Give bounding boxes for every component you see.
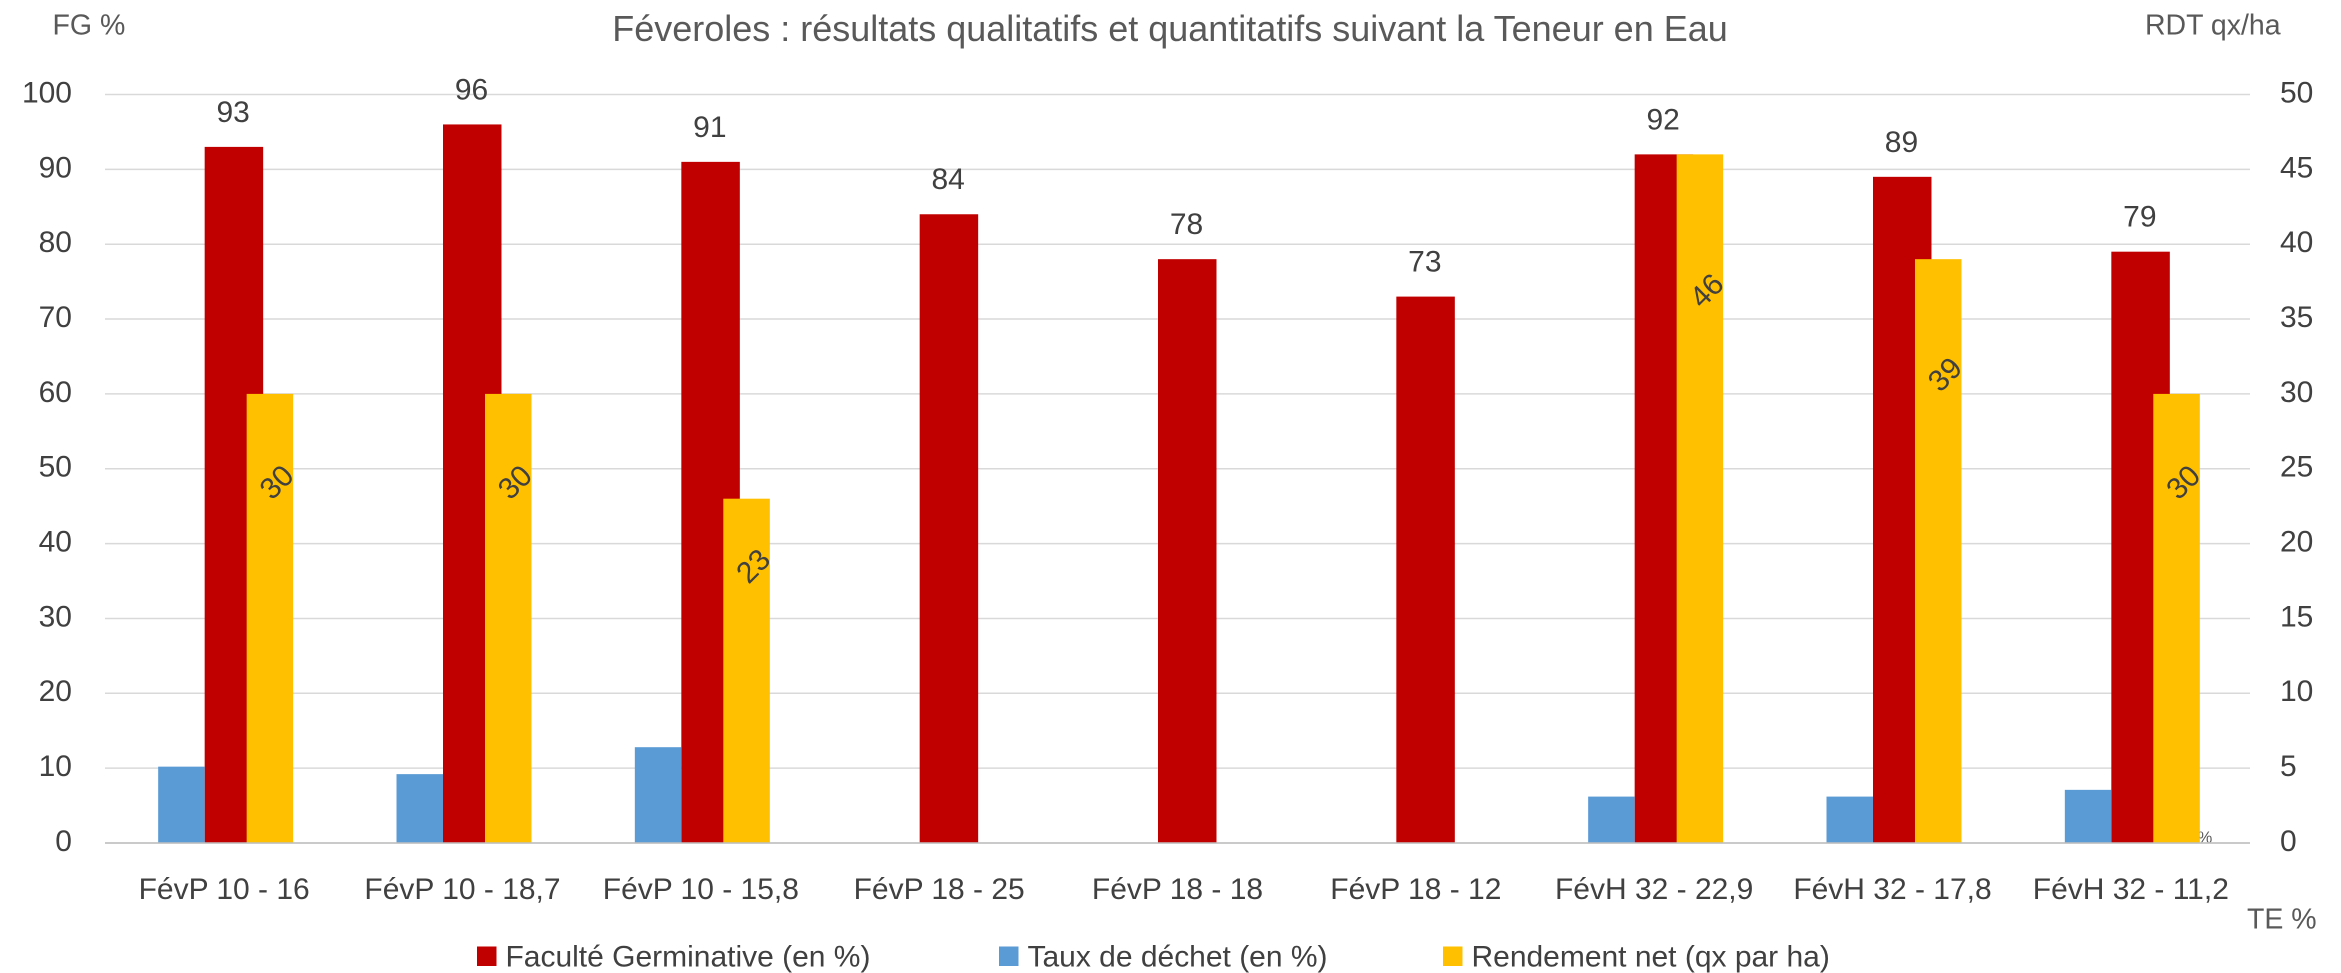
- y2-tick-label: 45: [2280, 151, 2313, 184]
- bar: [919, 214, 979, 843]
- bar: [1676, 154, 1724, 843]
- x-tick-label: FévP 18 - 25: [854, 873, 1025, 906]
- y-tick-label: 70: [39, 301, 72, 334]
- legend-label: Taux de déchet (en %): [1027, 940, 1327, 973]
- legend-label: Rendement net (qx par ha): [1471, 940, 1829, 973]
- y-tick-label: 100: [22, 76, 72, 109]
- y2-tick-label: 35: [2280, 301, 2313, 334]
- y-tick-label: 30: [39, 600, 72, 633]
- bar: [1157, 259, 1217, 843]
- x-tick-label: FévP 10 - 16: [139, 873, 310, 906]
- bar: [485, 393, 532, 843]
- bar: [1396, 296, 1455, 843]
- data-label: 91: [693, 111, 726, 144]
- y2-tick-label: 0: [2280, 825, 2297, 858]
- y2-tick-label: 10: [2280, 675, 2313, 708]
- x-tick-label: FévH 32 - 11,2: [2033, 873, 2229, 906]
- data-label: 89: [1885, 126, 1918, 159]
- y-tick-label: 20: [39, 675, 72, 708]
- y2-axis-title: RDT qx/ha: [2145, 10, 2281, 42]
- y2-tick-label: 20: [2280, 526, 2313, 559]
- bar: [1914, 259, 1962, 843]
- y2-tick-label: 15: [2280, 600, 2313, 633]
- data-label: 96: [455, 73, 488, 106]
- y2-tick-label: 5: [2280, 750, 2297, 783]
- data-label: 78: [1170, 208, 1203, 241]
- y2-tick-label: 40: [2280, 226, 2313, 259]
- data-label: 84: [931, 163, 964, 196]
- legend-swatch: [477, 946, 497, 966]
- y-tick-label: 50: [39, 451, 72, 484]
- y2-tick-label: 50: [2280, 76, 2313, 109]
- y-tick-label: 40: [39, 526, 72, 559]
- y-tick-label: 60: [39, 376, 72, 409]
- bar: [1826, 796, 1873, 843]
- x-tick-label: FévP 18 - 12: [1330, 873, 1501, 906]
- bar: [396, 774, 444, 843]
- y-tick-label: 10: [39, 750, 72, 783]
- x-tick-label: FévH 32 - 22,9: [1555, 873, 1753, 906]
- bar: [246, 393, 294, 843]
- legend-swatch: [1442, 946, 1463, 966]
- data-label: 92: [1646, 103, 1679, 136]
- chart-title: Féveroles : résultats qualitatifs et qua…: [612, 8, 1727, 49]
- y2-tick-label: 25: [2280, 451, 2313, 484]
- x-axis-title: TE %: [2247, 904, 2317, 936]
- legend-label: Faculté Germinative (en %): [506, 940, 871, 973]
- x-tick-label: FévP 10 - 15,8: [603, 873, 799, 906]
- y-axis-title: FG %: [53, 10, 126, 42]
- bar: [634, 747, 682, 843]
- bar: [158, 766, 205, 843]
- data-label: 93: [216, 96, 249, 129]
- y-tick-label: 0: [55, 825, 72, 858]
- y-tick-label: 90: [39, 151, 72, 184]
- x-tick-label: FévH 32 - 17,8: [1793, 873, 1991, 906]
- bar: [2153, 393, 2200, 843]
- x-tick-label: FévP 10 - 18,7: [364, 873, 560, 906]
- x-tick-label: FévP 18 - 18: [1092, 873, 1263, 906]
- y2-tick-label: 30: [2280, 376, 2313, 409]
- bar: [723, 498, 770, 843]
- data-label: 79: [2123, 201, 2156, 234]
- bar: [2064, 789, 2112, 843]
- data-label: 73: [1408, 246, 1441, 279]
- legend-swatch: [998, 946, 1019, 966]
- bar: [1588, 796, 1635, 843]
- y-tick-label: 80: [39, 226, 72, 259]
